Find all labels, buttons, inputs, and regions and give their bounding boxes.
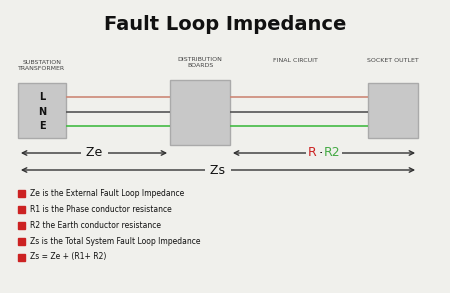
Bar: [18, 205, 25, 212]
Text: Zs: Zs: [207, 163, 230, 176]
Text: SOCKET OUTLET: SOCKET OUTLET: [367, 58, 419, 63]
Text: L: L: [39, 92, 45, 102]
Text: SUBSTATION
TRANSFORMER: SUBSTATION TRANSFORMER: [18, 60, 66, 71]
Text: DISTRIBUTION
BOARDS: DISTRIBUTION BOARDS: [178, 57, 222, 68]
Text: R1 is the Phase conductor resistance: R1 is the Phase conductor resistance: [30, 205, 172, 214]
Text: Ze: Ze: [82, 146, 106, 159]
Text: Fault Loop Impedance: Fault Loop Impedance: [104, 15, 346, 34]
Bar: [18, 83, 66, 138]
Bar: [18, 238, 25, 244]
Text: R2: R2: [324, 146, 340, 159]
Bar: [368, 83, 418, 138]
Text: +: +: [319, 146, 329, 159]
Text: N: N: [38, 107, 46, 117]
Bar: [18, 222, 25, 229]
Text: E: E: [39, 121, 45, 131]
Text: Zs is the Total System Fault Loop Impedance: Zs is the Total System Fault Loop Impeda…: [30, 236, 201, 246]
Text: Zs = Ze + (R1+ R2): Zs = Ze + (R1+ R2): [30, 253, 106, 261]
Text: R2 the Earth conductor resistance: R2 the Earth conductor resistance: [30, 221, 161, 229]
Text: FINAL CIRCUIT: FINAL CIRCUIT: [273, 58, 317, 63]
Bar: [18, 253, 25, 260]
Text: Ze is the External Fault Loop Impedance: Ze is the External Fault Loop Impedance: [30, 188, 184, 197]
Text: R1: R1: [308, 146, 324, 159]
Bar: [170, 80, 230, 145]
Bar: [18, 190, 25, 197]
